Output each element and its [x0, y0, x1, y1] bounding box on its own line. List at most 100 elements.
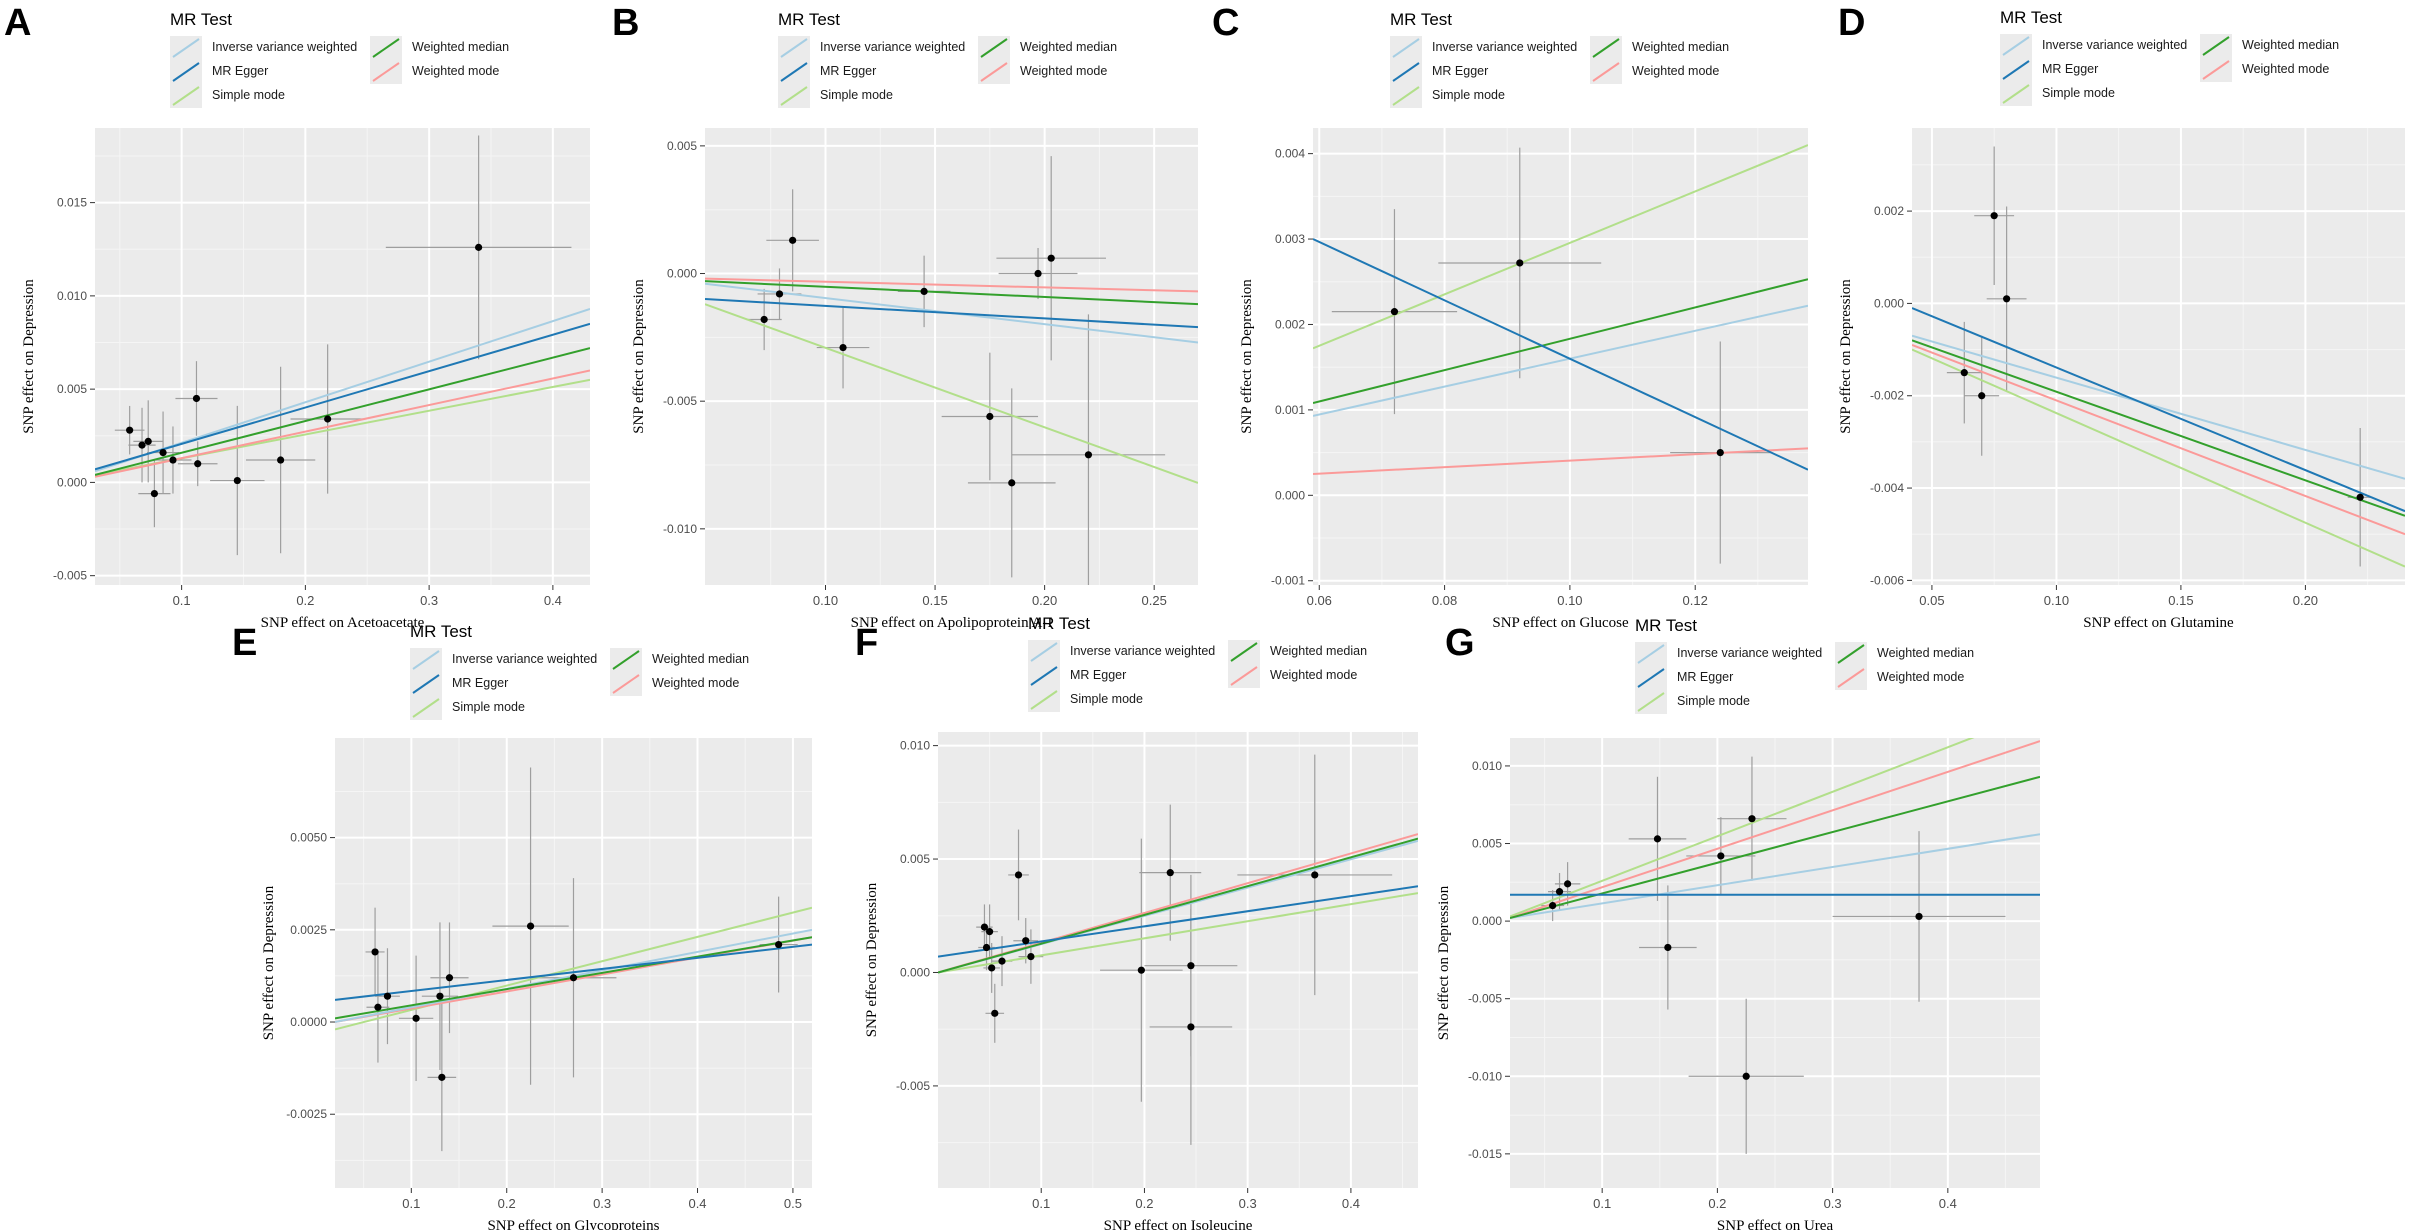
y-tick-label: -0.006 — [1870, 573, 1904, 587]
line-wmode — [705, 277, 1198, 293]
regression-lines — [705, 277, 1198, 484]
y-tick-label: 0.005 — [900, 852, 930, 866]
x-tick-label: 0.20 — [2293, 593, 2318, 608]
y-tick-label: 0.002 — [1275, 317, 1305, 331]
legend-label: Weighted mode — [652, 676, 740, 690]
data-point — [138, 441, 146, 449]
y-tick-label: 0.003 — [1275, 232, 1305, 246]
y-axis-title: SNP effect on Depression — [21, 279, 37, 434]
legend-line-icon — [1030, 642, 1058, 662]
line-simple — [705, 303, 1198, 484]
data-point — [277, 456, 285, 464]
legend-line-icon — [612, 674, 640, 694]
x-tick-label: 0.3 — [1239, 1196, 1257, 1211]
legend-key-swatch — [1590, 36, 1622, 60]
data-point — [1027, 952, 1035, 961]
data-point — [998, 957, 1006, 965]
legend-key-swatch — [370, 36, 402, 60]
legend-label: MR Egger — [1070, 668, 1127, 682]
panel-letter: F — [855, 622, 879, 664]
y-tick-label: -0.010 — [1468, 1069, 1502, 1083]
line-wmode — [1510, 740, 2040, 919]
data-point — [192, 394, 201, 403]
x-tick-label: 0.2 — [1135, 1196, 1153, 1211]
x-tick-label: 0.25 — [1142, 593, 1167, 608]
data-point — [438, 1073, 446, 1081]
major-gridlines: 0.1 0.2 0.3 0.4 -0.005 0.000 0.005 0.010 — [896, 732, 1418, 1211]
major-gridlines: 0.10 0.15 0.20 0.25 -0.010 -0.005 0.000 0.005 — [663, 128, 1198, 608]
legend-line-icon — [1637, 668, 1665, 688]
x-tick-label: 0.1 — [173, 593, 191, 608]
x-tick-label: 0.2 — [498, 1196, 516, 1211]
legend-key-swatch — [610, 672, 642, 696]
data-point — [383, 992, 392, 1000]
line-egger — [335, 943, 812, 1001]
line-median — [1912, 339, 2405, 517]
data-point — [144, 437, 152, 445]
legend-key-swatch — [978, 60, 1010, 84]
legend-label: Simple mode — [2042, 86, 2115, 100]
x-axis-title: SNP effect on Glucose — [1492, 615, 1629, 631]
line-median — [95, 347, 590, 476]
legend-line-icon — [1230, 666, 1258, 686]
y-axis-title: SNP effect on Depression — [631, 279, 647, 434]
panel-letter: C — [1212, 2, 1240, 44]
legend-key-swatch — [2000, 58, 2032, 82]
legend-label: Weighted median — [652, 652, 750, 666]
line-median — [1313, 278, 1808, 405]
legend-key-swatch — [1635, 690, 1667, 714]
legend-key-swatch — [610, 648, 642, 672]
legend-key-swatch — [410, 696, 442, 720]
line-simple — [335, 906, 812, 1031]
data-point — [839, 343, 847, 352]
x-tick-label: 0.15 — [922, 593, 947, 608]
data-points — [371, 922, 783, 1081]
y-tick-label: 0.005 — [667, 139, 697, 153]
line-egger — [95, 322, 590, 471]
x-tick-label: 0.3 — [593, 1196, 611, 1211]
data-point — [1022, 937, 1030, 945]
line-median — [705, 280, 1198, 306]
data-point — [194, 460, 202, 468]
legend-line-icon — [1592, 62, 1620, 82]
y-tick-label: 0.0050 — [290, 831, 327, 845]
data-point — [233, 476, 241, 485]
legend-label: Weighted mode — [1877, 670, 1965, 684]
y-tick-label: 0.000 — [1275, 488, 1305, 502]
line-ivw — [1912, 334, 2405, 480]
legend-label: MR Egger — [2042, 62, 2099, 76]
data-point — [1549, 901, 1557, 910]
legend-line-icon — [2202, 60, 2230, 80]
line-ivw — [1510, 833, 2040, 919]
data-point — [1716, 448, 1724, 457]
legend-line-icon — [2002, 84, 2030, 104]
x-tick-label: 0.4 — [544, 593, 562, 608]
legend-label: MR Egger — [820, 64, 877, 78]
y-tick-label: -0.005 — [896, 1079, 930, 1093]
legend-line-icon — [780, 62, 808, 82]
legend-key-swatch — [1635, 666, 1667, 690]
x-axis-title: SNP effect on Acetoacetate — [261, 615, 425, 631]
legend-key-swatch — [1390, 60, 1422, 84]
legend-line-icon — [780, 38, 808, 58]
legend-label: Simple mode — [1070, 692, 1143, 706]
legend-key-swatch — [2200, 58, 2232, 82]
legend-line-icon — [1637, 644, 1665, 664]
x-tick-label: 0.2 — [296, 593, 314, 608]
data-point — [436, 992, 444, 1000]
legend-title: MR Test — [778, 10, 841, 29]
x-tick-label: 0.12 — [1683, 593, 1708, 608]
data-point — [1187, 1023, 1195, 1031]
legend-label: Weighted median — [1270, 644, 1368, 658]
y-tick-label: 0.000 — [1874, 296, 1904, 310]
legend-line-icon — [172, 38, 200, 58]
legend-line-icon — [2002, 60, 2030, 80]
legend-line-icon — [1837, 644, 1865, 664]
legend-line-icon — [1030, 690, 1058, 710]
legend-key-swatch — [2200, 34, 2232, 58]
y-tick-label: -0.001 — [1271, 574, 1305, 588]
data-point — [1516, 259, 1524, 267]
legend-key-swatch — [778, 84, 810, 108]
